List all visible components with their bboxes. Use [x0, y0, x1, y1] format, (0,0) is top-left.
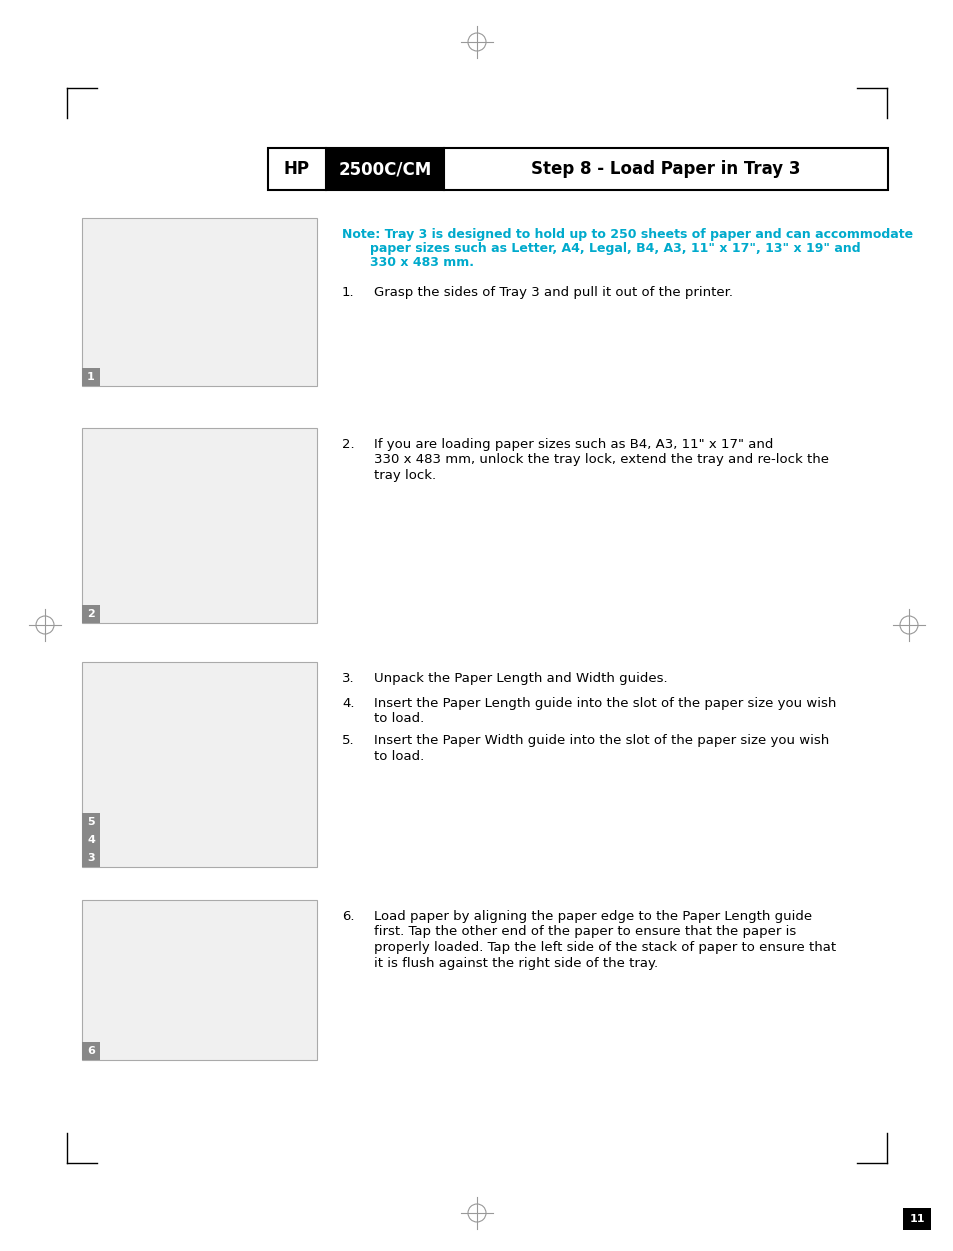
Bar: [326, 148, 443, 190]
Text: to load.: to load.: [374, 749, 424, 763]
Text: 11: 11: [908, 1213, 923, 1223]
Bar: [82, 831, 100, 849]
Bar: [82, 368, 100, 387]
Text: 330 x 483 mm.: 330 x 483 mm.: [370, 256, 474, 269]
Text: 3.: 3.: [341, 672, 355, 686]
Text: 4.: 4.: [341, 697, 355, 709]
Bar: [82, 428, 316, 623]
Text: 6.: 6.: [341, 909, 355, 923]
Text: Note: Tray 3 is designed to hold up to 250 sheets of paper and can accommodate: Note: Tray 3 is designed to hold up to 2…: [341, 228, 912, 241]
Text: Insert the Paper Length guide into the slot of the paper size you wish: Insert the Paper Length guide into the s…: [374, 697, 836, 709]
Text: 4: 4: [87, 834, 95, 844]
Text: it is flush against the right side of the tray.: it is flush against the right side of th…: [374, 957, 658, 970]
Text: 330 x 483 mm, unlock the tray lock, extend the tray and re-lock the: 330 x 483 mm, unlock the tray lock, exte…: [374, 454, 828, 467]
Text: HP: HP: [284, 160, 310, 178]
Text: properly loaded. Tap the left side of the stack of paper to ensure that: properly loaded. Tap the left side of th…: [374, 941, 835, 955]
Text: Load paper by aligning the paper edge to the Paper Length guide: Load paper by aligning the paper edge to…: [374, 909, 811, 923]
Text: 6: 6: [87, 1046, 95, 1056]
Bar: [82, 605, 100, 623]
Text: tray lock.: tray lock.: [374, 469, 436, 482]
Text: 2.: 2.: [341, 438, 355, 452]
Text: 1: 1: [87, 372, 94, 382]
Text: Insert the Paper Width guide into the slot of the paper size you wish: Insert the Paper Width guide into the sl…: [374, 734, 828, 747]
Text: If you are loading paper sizes such as B4, A3, 11" x 17" and: If you are loading paper sizes such as B…: [374, 438, 773, 452]
Text: first. Tap the other end of the paper to ensure that the paper is: first. Tap the other end of the paper to…: [374, 926, 796, 938]
Text: to load.: to load.: [374, 712, 424, 726]
Bar: [268, 148, 887, 190]
Text: Step 8 - Load Paper in Tray 3: Step 8 - Load Paper in Tray 3: [531, 160, 800, 178]
Text: 5.: 5.: [341, 734, 355, 747]
Bar: [82, 1042, 100, 1060]
Text: Unpack the Paper Length and Width guides.: Unpack the Paper Length and Width guides…: [374, 672, 667, 686]
Bar: [82, 849, 100, 867]
Bar: [82, 813, 100, 831]
Bar: [902, 1208, 930, 1230]
Text: 2500C/CM: 2500C/CM: [338, 160, 431, 178]
Bar: [82, 899, 316, 1060]
Text: 2: 2: [87, 609, 94, 619]
Text: Grasp the sides of Tray 3 and pull it out of the printer.: Grasp the sides of Tray 3 and pull it ou…: [374, 286, 732, 299]
Text: paper sizes such as Letter, A4, Legal, B4, A3, 11" x 17", 13" x 19" and: paper sizes such as Letter, A4, Legal, B…: [370, 241, 860, 255]
Bar: [82, 662, 316, 867]
Text: 1.: 1.: [341, 286, 355, 299]
Text: 3: 3: [87, 853, 94, 863]
Bar: [82, 218, 316, 387]
Text: 5: 5: [87, 817, 94, 827]
